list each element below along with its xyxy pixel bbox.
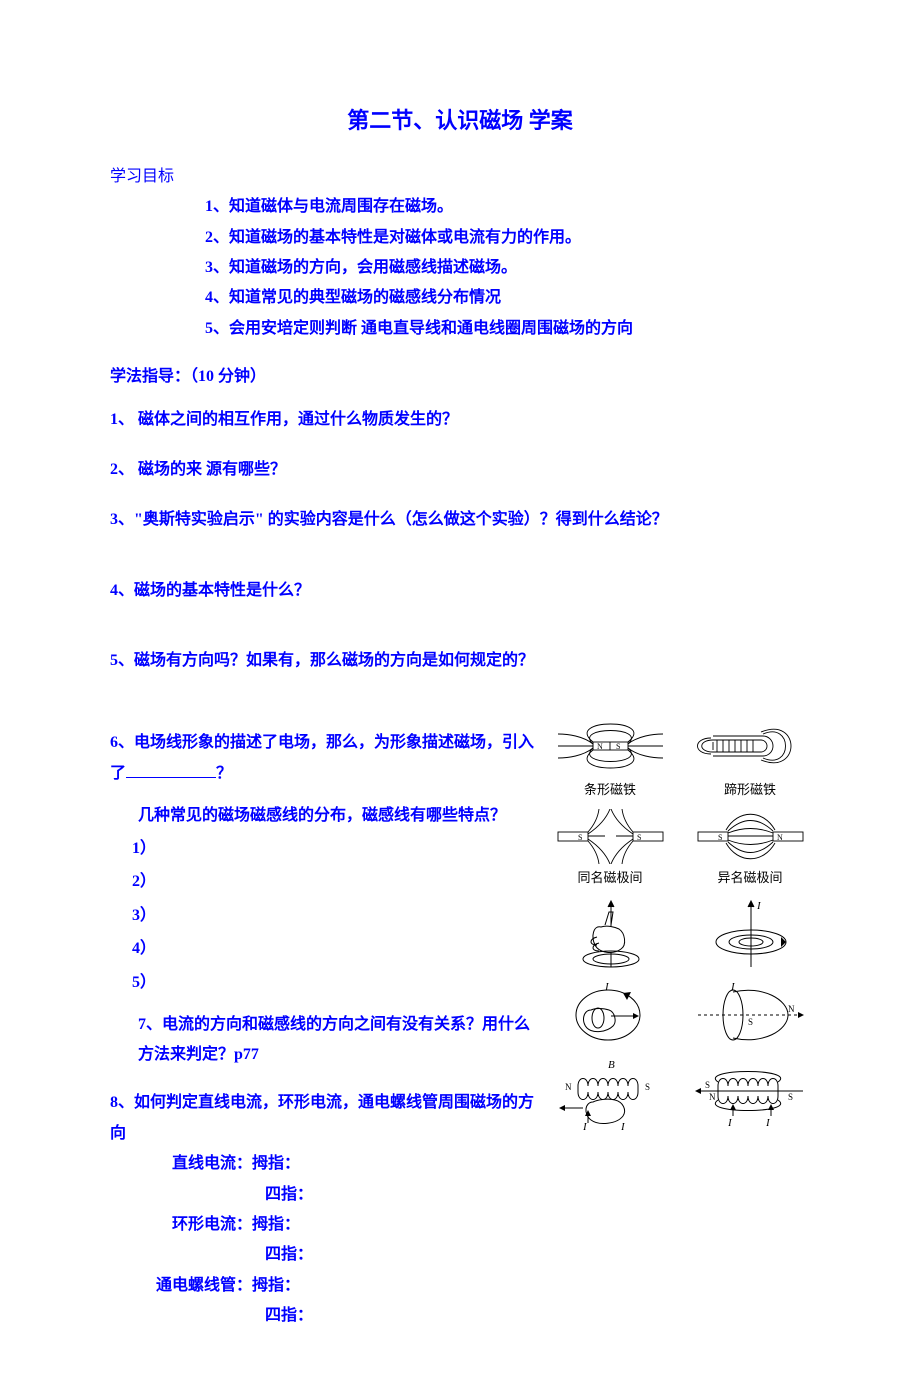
figure-loop-hand: I [550, 980, 670, 1052]
figure-like-poles: S S [550, 809, 670, 891]
svg-text:I: I [620, 1121, 626, 1133]
q6-text-b: ？ [216, 765, 232, 782]
rule-line: 环形电流：拇指： [110, 1210, 540, 1240]
goal-item: 1、知道磁体与电流周围存在磁场。 [205, 192, 810, 222]
guide-heading: 学法指导：（10 分钟） [110, 362, 810, 392]
list-item: 1） [110, 832, 540, 866]
svg-text:S: S [718, 833, 722, 842]
figure-solenoid-hand: B N S I I [550, 1058, 670, 1135]
svg-text:N: N [565, 1082, 572, 1092]
rule-line: 通电螺线管：拇指： [110, 1271, 540, 1301]
figure-straight-wire-field: I [690, 897, 810, 974]
svg-text:I: I [727, 1117, 733, 1129]
list-item: 2） [110, 865, 540, 899]
figure-label: 条形磁铁 [550, 778, 670, 803]
figure-horseshoe-magnet: 蹄形磁铁 [690, 716, 810, 803]
svg-text:I: I [765, 1117, 771, 1129]
question-6: 6、电场线形象的描述了电场，那么，为形象描述磁场，引入了？ [110, 728, 540, 789]
figure-label: 异名磁极间 [690, 866, 810, 891]
question-1: 1、 磁体之间的相互作用，通过什么物质发生的？ [110, 405, 810, 435]
question-5: 5、磁场有方向吗？如果有，那么磁场的方向是如何规定的？ [110, 646, 810, 676]
goal-item: 5、会用安培定则判断 通电直导线和通电线圈周围磁场的方向 [205, 314, 810, 344]
question-8: 8、如何判定直线电流，环形电流，通电螺线管周围磁场的方向 [110, 1088, 540, 1149]
svg-text:S: S [748, 1017, 753, 1027]
svg-text:I: I [756, 900, 762, 912]
list-item: 4） [110, 932, 540, 966]
figure-bar-magnet: N S [550, 716, 670, 803]
question-7: 7、电流的方向和磁感线的方向之间有没有关系？用什么方法来判定？p77 [110, 1010, 540, 1071]
svg-text:N: N [788, 1004, 795, 1014]
rule-line: 四指： [110, 1301, 540, 1331]
figures-column: N S [540, 716, 810, 1140]
rule-line: 四指： [110, 1240, 540, 1270]
svg-text:N: N [597, 742, 603, 751]
rule-line: 四指： [110, 1180, 540, 1210]
svg-text:N: N [777, 833, 783, 842]
figure-straight-wire-hand [550, 897, 670, 974]
goals-heading: 学习目标 [110, 162, 810, 192]
figure-solenoid-field: S N S I I [690, 1058, 810, 1135]
question-2: 2、 磁场的来 源有哪些？ [110, 455, 810, 485]
list-item: 3） [110, 899, 540, 933]
rule-line: 直线电流：拇指： [110, 1149, 540, 1179]
goal-item: 2、知道磁场的基本特性是对磁体或电流有力的作用。 [205, 223, 810, 253]
goal-item: 3、知道磁场的方向，会用磁感线描述磁场。 [205, 253, 810, 283]
svg-text:S: S [578, 833, 582, 842]
goals-list: 1、知道磁体与电流周围存在磁场。 2、知道磁场的基本特性是对磁体或电流有力的作用… [110, 192, 810, 344]
q6-sub: 几种常见的磁场磁感线的分布，磁感线有哪些特点？ [110, 801, 540, 831]
fill-blank [126, 761, 216, 778]
svg-text:S: S [616, 742, 620, 751]
figure-label: 蹄形磁铁 [690, 778, 810, 803]
svg-text:S: S [705, 1080, 710, 1090]
figure-label: 同名磁极间 [550, 866, 670, 891]
svg-text:S: S [645, 1082, 650, 1092]
svg-text:B: B [608, 1059, 615, 1071]
question-3: 3、"奥斯特实验启示" 的实验内容是什么（怎么做这个实验）？得到什么结论？ [110, 505, 810, 535]
svg-text:S: S [637, 833, 641, 842]
svg-text:I: I [582, 1121, 588, 1133]
figure-loop-field: I S N [690, 980, 810, 1052]
svg-text:S: S [788, 1092, 793, 1102]
svg-text:I: I [604, 981, 610, 993]
figure-unlike-poles: S N 异名磁极间 [690, 809, 810, 891]
list-item: 5） [110, 966, 540, 1000]
question-4: 4、磁场的基本特性是什么？ [110, 576, 810, 606]
page-title: 第二节、认识磁场 学案 [110, 100, 810, 142]
goal-item: 4、知道常见的典型磁场的磁感线分布情况 [205, 283, 810, 313]
svg-text:N: N [709, 1092, 716, 1102]
